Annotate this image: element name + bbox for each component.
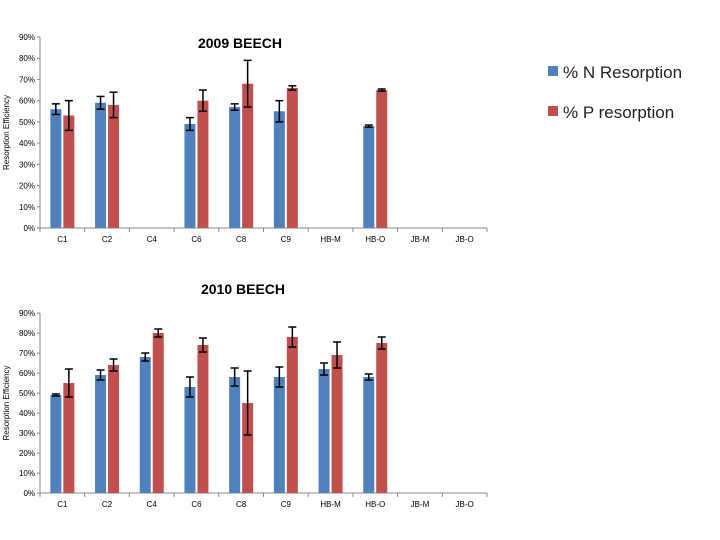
x-tick-label: C6 (191, 500, 202, 509)
x-tick-label: C9 (281, 235, 292, 244)
bar-n-c1 (50, 395, 62, 493)
y-tick-label: 60% (19, 369, 35, 378)
y-tick-label: 20% (19, 449, 35, 458)
bar-n-c8 (229, 107, 241, 228)
y-tick-label: 20% (19, 182, 35, 191)
x-tick-label: JB-O (456, 500, 474, 509)
bar-p-c9 (286, 87, 298, 228)
x-tick-label: HB-M (320, 500, 341, 509)
y-tick-label: 10% (19, 469, 35, 478)
bar-p-hb-o (376, 90, 388, 228)
bar-p-c8 (242, 403, 254, 493)
bar-n-c8 (229, 377, 241, 493)
bar-n-c6 (184, 124, 196, 228)
bar-p-c8 (242, 83, 254, 228)
y-axis-label: Resorption Efficiency (2, 366, 11, 441)
bar-n-hb-m (318, 369, 330, 493)
y-axis-label: Resorption Efficiency (2, 95, 11, 170)
y-tick-label: 70% (19, 349, 35, 358)
y-tick-label: 90% (19, 33, 35, 42)
bar-p-c6 (197, 100, 209, 228)
x-tick-label: C9 (281, 500, 292, 509)
bar-p-c6 (197, 345, 209, 493)
chart-title: 2010 BEECH (201, 281, 285, 297)
bar-p-c2 (108, 365, 120, 493)
x-tick-label: C2 (102, 235, 113, 244)
bar-p-c2 (108, 104, 120, 228)
x-tick-label: C1 (57, 500, 68, 509)
y-tick-label: 60% (19, 97, 35, 106)
y-tick-label: 10% (19, 203, 35, 212)
x-tick-label: HB-M (320, 235, 341, 244)
x-tick-label: C4 (147, 500, 158, 509)
bar-p-c9 (286, 337, 298, 493)
legend-swatch (548, 106, 558, 116)
y-tick-label: 80% (19, 54, 35, 63)
x-tick-label: HB-O (365, 235, 385, 244)
bar-n-c9 (273, 377, 285, 493)
y-tick-label: 0% (23, 489, 35, 498)
x-tick-label: C1 (57, 235, 68, 244)
y-tick-label: 90% (19, 309, 35, 318)
bar-n-c9 (273, 111, 285, 228)
y-tick-label: 80% (19, 329, 35, 338)
bar-n-c4 (139, 357, 151, 493)
y-tick-label: 30% (19, 160, 35, 169)
x-tick-label: HB-O (365, 500, 385, 509)
bar-n-hb-o (363, 377, 375, 493)
x-tick-label: JB-M (411, 235, 430, 244)
bar-p-c1 (63, 115, 75, 228)
x-tick-label: JB-M (411, 500, 430, 509)
y-tick-label: 50% (19, 118, 35, 127)
x-tick-label: C2 (102, 500, 113, 509)
x-tick-label: C8 (236, 500, 247, 509)
legend-swatch (548, 66, 558, 76)
x-tick-label: C4 (147, 235, 158, 244)
bar-n-c2 (95, 102, 107, 228)
x-tick-label: C8 (236, 235, 247, 244)
y-tick-label: 30% (19, 429, 35, 438)
y-tick-label: 40% (19, 139, 35, 148)
bar-p-hb-o (376, 343, 388, 493)
bar-n-c6 (184, 387, 196, 493)
chart-title: 2009 BEECH (198, 35, 282, 51)
y-tick-label: 50% (19, 389, 35, 398)
bar-n-c1 (50, 109, 62, 228)
legend-label: % P resorption (563, 103, 674, 122)
legend: % N Resorption % P resorption (548, 63, 682, 122)
bar-p-c4 (152, 333, 164, 493)
y-tick-label: 40% (19, 409, 35, 418)
bar-p-c1 (63, 383, 75, 493)
bar-n-c2 (95, 375, 107, 493)
chart-1: 2009 BEECH Resorption Efficiency 0% 10% 20% 3… (2, 33, 682, 244)
bar-p-hb-m (331, 355, 343, 493)
x-tick-label: C6 (191, 235, 202, 244)
chart-2: 2010 BEECH Resorption Efficiency 0% 10% 20% 3… (2, 281, 488, 509)
bar-n-hb-o (363, 126, 375, 228)
y-tick-label: 70% (19, 75, 35, 84)
y-tick-label: 0% (23, 224, 35, 233)
x-tick-label: JB-O (456, 235, 474, 244)
legend-label: % N Resorption (563, 63, 682, 82)
